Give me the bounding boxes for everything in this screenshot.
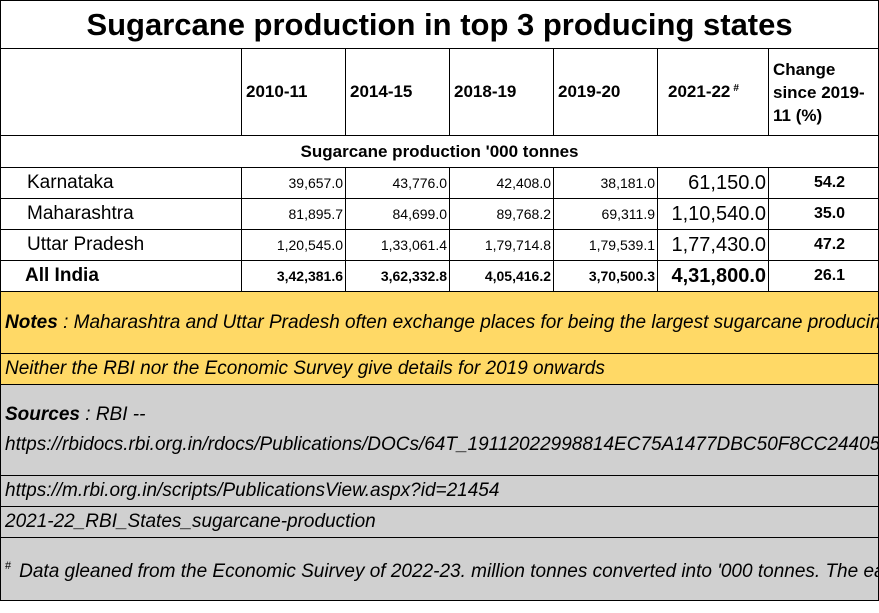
header-2018-19: 2018-19 <box>449 48 554 136</box>
title-row: Sugarcane production in top 3 producing … <box>0 0 879 49</box>
section-row: Sugarcane production '000 tonnes <box>0 135 879 168</box>
value-2021-22: 4,31,800.0 <box>657 260 769 292</box>
value-2010-11: 81,895.7 <box>241 198 346 230</box>
header-change-line2: since 2019- <box>773 82 865 102</box>
state-name: Maharashtra <box>0 198 242 230</box>
notes-line-2: Neither the RBI nor the Economic Survey … <box>0 353 879 385</box>
sources-heading: Sources : RBI -- <box>5 400 878 430</box>
value-2021-22: 1,77,430.0 <box>657 229 769 261</box>
header-empty <box>0 48 242 136</box>
table-row: Karnataka 39,657.0 43,776.0 42,408.0 38,… <box>0 167 879 199</box>
value-change: 54.2 <box>767 167 879 199</box>
footnote-mark: # <box>5 560 12 572</box>
value-2010-11: 3,42,381.6 <box>241 260 346 292</box>
state-name: Uttar Pradesh <box>0 229 242 261</box>
footnote-row: # Data gleaned from the Economic Suirvey … <box>0 537 879 601</box>
source-file: 2021-22_RBI_States_sugarcane-production <box>0 506 879 538</box>
value-change: 47.2 <box>767 229 879 261</box>
value-change: 35.0 <box>767 198 879 230</box>
section-label: Sugarcane production '000 tonnes <box>0 135 879 168</box>
value-change: 26.1 <box>767 260 879 292</box>
sources-text: : RBI -- <box>79 404 146 425</box>
header-2014-15: 2014-15 <box>345 48 450 136</box>
value-2014-15: 43,776.0 <box>345 167 450 199</box>
header-change-line1: Change <box>773 59 836 79</box>
value-2019-20: 1,79,539.1 <box>553 229 658 261</box>
table-row-total: All India 3,42,381.6 3,62,332.8 4,05,416… <box>0 260 879 292</box>
value-2021-22: 1,10,540.0 <box>657 198 769 230</box>
value-2019-20: 69,311.9 <box>553 198 658 230</box>
source-url-2[interactable]: https://m.rbi.org.in/scripts/Publication… <box>0 475 879 507</box>
state-name: Karnataka <box>0 167 242 199</box>
value-2014-15: 84,699.0 <box>345 198 450 230</box>
sources-label: Sources <box>5 404 80 425</box>
source-url-1[interactable]: https://rbidocs.rbi.org.in/rdocs/Publica… <box>5 434 879 455</box>
notes-row: Notes : Maharashtra and Uttar Pradesh of… <box>0 291 879 354</box>
value-2018-19: 89,768.2 <box>449 198 554 230</box>
table-title: Sugarcane production in top 3 producing … <box>0 0 879 49</box>
sources-row-2: https://m.rbi.org.in/scripts/Publication… <box>0 475 879 507</box>
table-row: Uttar Pradesh 1,20,545.0 1,33,061.4 1,79… <box>0 229 879 261</box>
header-2019-20: 2019-20 <box>553 48 658 136</box>
value-2018-19: 42,408.0 <box>449 167 554 199</box>
header-change: Change since 2019- 11 (%) <box>767 48 879 136</box>
notes-row-2: Neither the RBI nor the Economic Survey … <box>0 353 879 385</box>
header-2010-11: 2010-11 <box>241 48 346 136</box>
header-2021-22: 2021-22 # <box>657 48 769 136</box>
value-2014-15: 3,62,332.8 <box>345 260 450 292</box>
header-2021-22-footnote-mark: # <box>733 83 739 94</box>
notes-label: Notes <box>5 311 58 333</box>
value-2010-11: 1,20,545.0 <box>241 229 346 261</box>
value-2018-19: 1,79,714.8 <box>449 229 554 261</box>
notes-text: : Maharashtra and Uttar Pradesh often ex… <box>57 311 879 333</box>
value-2014-15: 1,33,061.4 <box>345 229 450 261</box>
sources-cell: Sources : RBI -- https://rbidocs.rbi.org… <box>0 384 879 476</box>
header-row: 2010-11 2014-15 2018-19 2019-20 2021-22 #… <box>0 48 879 136</box>
value-2021-22: 61,150.0 <box>657 167 769 199</box>
state-name: All India <box>0 260 242 292</box>
table-row: Maharashtra 81,895.7 84,699.0 89,768.2 6… <box>0 198 879 230</box>
header-2021-22-label: 2021-22 <box>668 82 731 101</box>
header-change-line3: 11 (%) <box>773 105 823 125</box>
footnote-cell: # Data gleaned from the Economic Suirvey … <box>0 537 879 601</box>
sources-row: Sources : RBI -- https://rbidocs.rbi.org… <box>0 384 879 476</box>
value-2018-19: 4,05,416.2 <box>449 260 554 292</box>
notes-cell: Notes : Maharashtra and Uttar Pradesh of… <box>0 291 879 354</box>
footnote-text: Data gleaned from the Economic Suirvey o… <box>19 561 877 582</box>
value-2019-20: 38,181.0 <box>553 167 658 199</box>
value-2010-11: 39,657.0 <box>241 167 346 199</box>
sources-row-3: 2021-22_RBI_States_sugarcane-production <box>0 506 879 538</box>
value-2019-20: 3,70,500.3 <box>553 260 658 292</box>
